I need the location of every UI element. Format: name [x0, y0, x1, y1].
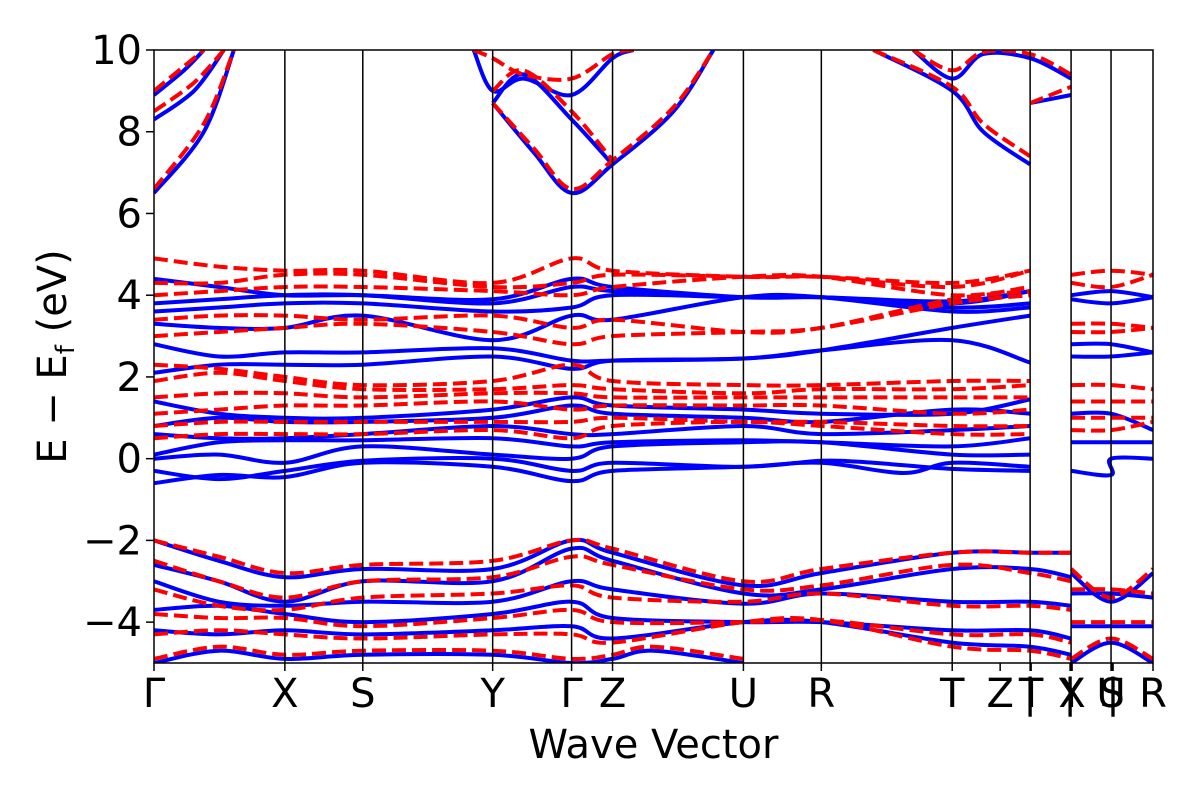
dashed-band-line: [154, 415, 1031, 429]
y-axis-ticks: −4 −2 0 2 4 6 8 10: [83, 28, 154, 646]
solid-band-line: [911, 50, 1073, 81]
solid-band-line: [1070, 295, 1153, 306]
solid-band-line: [1071, 410, 1153, 432]
x-tick-label: |: [1063, 671, 1076, 717]
dashed-band-line: [1029, 84, 1072, 105]
y-tick-label: 10: [91, 28, 142, 74]
x-tick-label: R: [807, 671, 835, 717]
dashed-band-line: [1071, 321, 1153, 330]
band-lines-group: [154, 50, 1153, 663]
dashed-band-line: [872, 50, 1032, 158]
y-axis-title-part: (eV): [30, 249, 76, 345]
dashed-band-line: [154, 268, 1031, 290]
x-tick-label: X: [271, 671, 298, 717]
x-axis-ticks: Γ X S Y Γ Z U R T Z |T Y|X U|S R: [143, 663, 1167, 717]
solid-band-line: [1070, 289, 1153, 300]
x-tick-label: S: [350, 671, 375, 717]
solid-band-line: [491, 50, 716, 196]
solid-band-line: [1070, 455, 1153, 478]
x-tick-label: Y: [1058, 671, 1084, 717]
dashed-band-line: [154, 644, 744, 662]
dashed-band-line: [1071, 382, 1153, 392]
x-tick-label: Γ: [560, 671, 583, 717]
solid-band-line: [491, 72, 614, 166]
x-tick-label: T: [1018, 671, 1044, 717]
dashed-band-line: [154, 399, 1031, 416]
dashed-band-line: [1070, 268, 1153, 277]
dashed-band-line: [491, 50, 716, 191]
y-tick-label: 6: [117, 191, 142, 237]
x-tick-label: Z: [986, 671, 1013, 717]
dashed-band-line: [154, 289, 1031, 335]
dashed-band-line: [1071, 419, 1153, 433]
dashed-band-line: [154, 50, 236, 191]
dashed-band-line: [154, 293, 1031, 347]
y-tick-label: −4: [83, 600, 142, 646]
solid-band-line: [154, 456, 1031, 482]
y-axis-title-part: −: [30, 380, 76, 439]
y-tick-label: −2: [83, 518, 142, 564]
x-tick-label: S: [1099, 671, 1124, 717]
solid-band-line: [872, 50, 1032, 167]
y-axis-title: E − Ef (eV): [30, 249, 81, 464]
x-tick-label: Γ: [143, 671, 166, 717]
y-axis-title-subscript: f: [51, 344, 81, 354]
solid-band-line: [154, 648, 744, 663]
y-tick-label: 4: [117, 273, 142, 319]
dashed-band-line: [154, 272, 1031, 298]
dashed-band-line: [1071, 587, 1153, 596]
dashed-band-line: [1071, 325, 1153, 335]
dashed-band-line: [154, 50, 206, 93]
dashed-band-line: [1070, 272, 1153, 290]
high-symmetry-lines-group: [284, 50, 1112, 663]
solid-band-line: [1071, 341, 1153, 355]
x-tick-label: |: [1106, 671, 1119, 717]
x-tick-label: T: [939, 671, 965, 717]
dashed-band-line: [154, 50, 226, 113]
solid-band-line: [1071, 350, 1153, 359]
plot-frame: [153, 49, 1154, 664]
solid-band-line: [154, 50, 206, 97]
dashed-band-line: [491, 68, 615, 162]
x-tick-label: Y: [479, 671, 505, 717]
x-tick-label: X: [1058, 671, 1085, 717]
x-tick-label: U: [729, 671, 758, 717]
x-axis-title: Wave Vector: [529, 722, 780, 768]
y-tick-label: 0: [117, 437, 142, 483]
y-tick-label: 8: [117, 110, 142, 156]
dashed-band-line: [472, 50, 634, 82]
dashed-band-line: [154, 370, 1031, 396]
x-tick-label: R: [1139, 671, 1167, 717]
x-tick-label: Z: [599, 671, 626, 717]
dashed-band-line: [154, 419, 1031, 441]
y-axis-title-part: E: [30, 354, 76, 379]
y-tick-label: 2: [117, 355, 142, 401]
x-tick-label: U: [1096, 671, 1125, 717]
x-tick-label: |: [1023, 671, 1036, 717]
dashed-band-line: [912, 50, 1073, 77]
y-axis-title-part: E: [30, 439, 76, 464]
dashed-band-line: [154, 390, 1031, 400]
